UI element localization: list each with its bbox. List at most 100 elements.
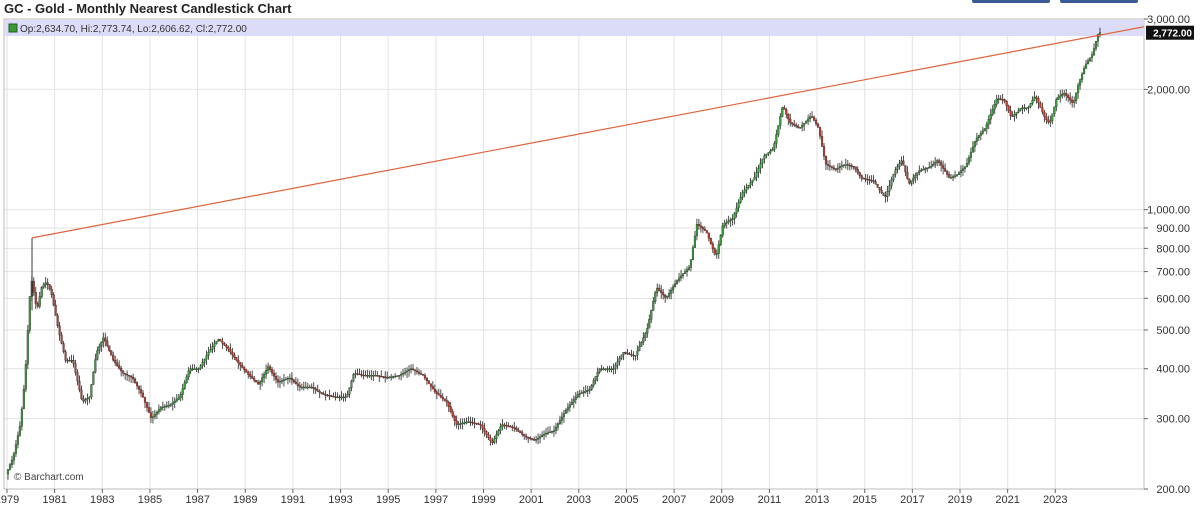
candle-body (834, 168, 837, 171)
candle-body (255, 380, 258, 383)
candle-body (773, 143, 776, 150)
candle-body (697, 223, 700, 226)
candle-body (564, 410, 567, 414)
candle-body (636, 350, 639, 356)
candle-body (548, 431, 552, 434)
candle-body (207, 352, 210, 356)
toolbar-button-right[interactable] (1060, 0, 1138, 3)
candle-body (614, 365, 617, 369)
candle-body (409, 368, 413, 370)
ohlc-band (5, 20, 1143, 36)
candle-body (870, 179, 873, 182)
candle-body (128, 375, 131, 377)
candle-body (995, 99, 998, 105)
candle-body (709, 238, 712, 244)
candle-body (912, 177, 915, 181)
candle-body (44, 282, 47, 286)
candle-body (687, 267, 691, 270)
candle-body (1023, 107, 1026, 109)
candle-body (205, 355, 208, 360)
candle-body (102, 337, 105, 343)
candle-body (374, 375, 377, 377)
candle-body (803, 122, 806, 126)
candle-body (1027, 106, 1030, 109)
candle-body (241, 365, 244, 368)
candle-body (558, 420, 561, 424)
candle-body (634, 355, 637, 357)
candle-body (507, 425, 510, 427)
candle-body (292, 379, 295, 383)
candle-body (453, 415, 456, 421)
candle-body (805, 120, 808, 124)
candle-body (721, 225, 724, 236)
candle-body (809, 116, 812, 120)
candle-body (717, 244, 720, 254)
candle-body (751, 179, 754, 183)
candle-body (163, 406, 166, 408)
candle-body (628, 353, 631, 355)
x-tick-label: 2019 (948, 494, 972, 506)
candle-body (1096, 33, 1100, 42)
candle-body (896, 166, 899, 170)
candle-body (622, 352, 625, 356)
candle-body (135, 382, 139, 387)
candle-body (513, 427, 516, 429)
candle-body (332, 396, 335, 398)
candle-body (1039, 102, 1042, 108)
candle-body (360, 374, 363, 376)
candle-body (719, 235, 722, 245)
candle-body (269, 366, 272, 370)
candle-body (979, 133, 982, 136)
candle-body (997, 98, 1000, 100)
candle-body (783, 107, 786, 110)
candle-body (147, 407, 151, 413)
candle-body (828, 165, 831, 167)
candle-body (989, 114, 992, 120)
y-axis: 200.00 300.00 400.00 500.00 600.00 700.00 800.… (1144, 14, 1190, 496)
candle-body (120, 368, 123, 372)
candle-body (100, 341, 103, 347)
candle-body (126, 374, 129, 376)
candle-body (177, 397, 180, 400)
candle-body (390, 376, 393, 378)
candle-body (211, 346, 214, 350)
candle-body (852, 166, 855, 168)
candle-body (338, 396, 341, 399)
candle-body (1075, 92, 1078, 101)
candle-body (40, 286, 43, 297)
candle-body (50, 288, 53, 295)
candle-body (926, 167, 929, 170)
candle-body (948, 174, 951, 178)
candle-body (328, 395, 331, 397)
candle-body (159, 407, 162, 410)
candle-body (592, 380, 595, 386)
candle-body (711, 243, 714, 249)
candle-body (1013, 114, 1016, 117)
candle-body (1065, 93, 1068, 96)
candle-body (761, 158, 764, 164)
candle-body (1098, 32, 1102, 35)
x-tick-label: 1991 (281, 494, 305, 506)
candle-body (20, 408, 23, 427)
candle-body (223, 343, 226, 346)
candle-body (1007, 105, 1010, 111)
candle-body (368, 375, 371, 377)
candle-body (801, 125, 804, 128)
candle-body (515, 428, 518, 430)
candle-body (769, 150, 772, 153)
candle-body (951, 176, 955, 178)
candle-body (6, 469, 10, 475)
candle-body (775, 134, 778, 144)
ohlc-legend-swatch (8, 23, 18, 33)
candle-body (860, 175, 863, 179)
candle-body (171, 402, 174, 405)
candle-body (554, 427, 558, 431)
candle-body (183, 382, 186, 389)
candle-body (110, 350, 113, 356)
toolbar-button-left[interactable] (972, 0, 1050, 3)
candle-body (157, 409, 160, 413)
candle-body (850, 165, 853, 167)
x-tick-label: 2023 (1043, 494, 1067, 506)
x-tick-label: 1993 (328, 494, 352, 506)
candle-body (813, 116, 816, 121)
